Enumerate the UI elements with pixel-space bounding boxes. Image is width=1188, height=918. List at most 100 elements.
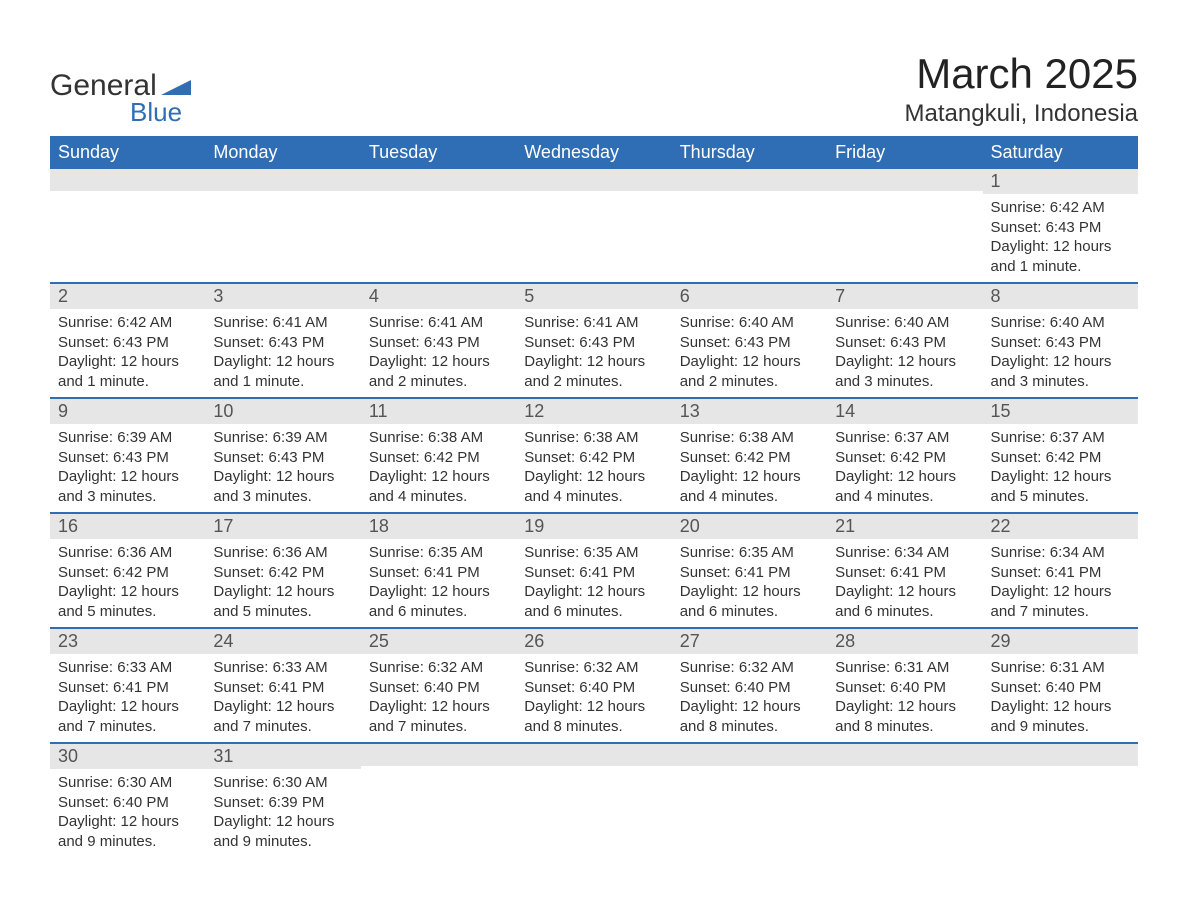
day-header: Wednesday — [516, 136, 671, 169]
sunset: Sunset: 6:40 PM — [835, 678, 974, 698]
daylight: Daylight: 12 hours and 2 minutes. — [680, 352, 819, 391]
calendar-cell: 5Sunrise: 6:41 AMSunset: 6:43 PMDaylight… — [516, 283, 671, 398]
calendar-row: 1Sunrise: 6:42 AMSunset: 6:43 PMDaylight… — [50, 169, 1138, 283]
calendar-cell: 13Sunrise: 6:38 AMSunset: 6:42 PMDayligh… — [672, 398, 827, 513]
calendar-cell: 2Sunrise: 6:42 AMSunset: 6:43 PMDaylight… — [50, 283, 205, 398]
cell-body — [827, 766, 982, 776]
sunset: Sunset: 6:43 PM — [991, 218, 1130, 238]
cell-body: Sunrise: 6:33 AMSunset: 6:41 PMDaylight:… — [205, 654, 360, 742]
day-header: Friday — [827, 136, 982, 169]
sunrise: Sunrise: 6:32 AM — [524, 658, 663, 678]
sunrise: Sunrise: 6:38 AM — [680, 428, 819, 448]
daylight: Daylight: 12 hours and 8 minutes. — [680, 697, 819, 736]
sunset: Sunset: 6:43 PM — [213, 333, 352, 353]
cell-body: Sunrise: 6:32 AMSunset: 6:40 PMDaylight:… — [516, 654, 671, 742]
daylight: Daylight: 12 hours and 8 minutes. — [835, 697, 974, 736]
daylight: Daylight: 12 hours and 7 minutes. — [369, 697, 508, 736]
daylight: Daylight: 12 hours and 3 minutes. — [58, 467, 197, 506]
calendar-row: 30 Sunrise: 6:30 AM Sunset: 6:40 PM Dayligh… — [50, 743, 1138, 857]
day-number — [50, 169, 205, 191]
sunset: Sunset: 6:41 PM — [991, 563, 1130, 583]
sunrise: Sunrise: 6:40 AM — [835, 313, 974, 333]
sunset: Sunset: 6:42 PM — [213, 563, 352, 583]
calendar-cell: 31Sunrise: 6:30 AMSunset: 6:39 PMDayligh… — [205, 743, 360, 857]
day-number: 29 — [983, 629, 1138, 654]
month-title: March 2025 — [905, 50, 1138, 98]
location: Matangkuli, Indonesia — [905, 100, 1138, 128]
day-number: 21 — [827, 514, 982, 539]
sunset: Sunset: 6:42 PM — [524, 448, 663, 468]
calendar-cell: 19Sunrise: 6:35 AMSunset: 6:41 PMDayligh… — [516, 513, 671, 628]
cell-body: Sunrise: 6:40 AMSunset: 6:43 PMDaylight:… — [672, 309, 827, 397]
calendar-cell: 9Sunrise: 6:39 AMSunset: 6:43 PMDaylight… — [50, 398, 205, 513]
sunrise: Sunrise: 6:41 AM — [213, 313, 352, 333]
sunset: Sunset: 6:43 PM — [524, 333, 663, 353]
calendar-cell — [516, 743, 671, 857]
sunset: Sunset: 6:41 PM — [213, 678, 352, 698]
sunset: Sunset: 6:43 PM — [58, 333, 197, 353]
sunrise: Sunrise: 6:42 AM — [58, 313, 197, 333]
cell-body: Sunrise: 6:37 AMSunset: 6:42 PMDaylight:… — [827, 424, 982, 512]
calendar-row: 16Sunrise: 6:36 AMSunset: 6:42 PMDayligh… — [50, 513, 1138, 628]
day-number — [361, 169, 516, 191]
calendar-cell: 1Sunrise: 6:42 AMSunset: 6:43 PMDaylight… — [983, 169, 1138, 283]
daylight: Daylight: 12 hours and 6 minutes. — [835, 582, 974, 621]
cell-body: Sunrise: 6:31 AMSunset: 6:40 PMDaylight:… — [983, 654, 1138, 742]
daylight: Daylight: 12 hours and 9 minutes. — [213, 812, 352, 851]
sunrise: Sunrise: 6:39 AM — [213, 428, 352, 448]
daylight: Daylight: 12 hours and 6 minutes. — [369, 582, 508, 621]
calendar-cell: 24Sunrise: 6:33 AMSunset: 6:41 PMDayligh… — [205, 628, 360, 743]
sunset: Sunset: 6:41 PM — [524, 563, 663, 583]
day-number: 9 — [50, 399, 205, 424]
cell-body: Sunrise: 6:34 AMSunset: 6:41 PMDaylight:… — [983, 539, 1138, 627]
header: General Blue March 2025 Matangkuli, Indo… — [50, 50, 1138, 128]
sunrise: Sunrise: 6:30 AM — [213, 773, 352, 793]
cell-body: Sunrise: 6:36 AMSunset: 6:42 PMDaylight:… — [205, 539, 360, 627]
sunset: Sunset: 6:41 PM — [680, 563, 819, 583]
cell-body — [361, 191, 516, 201]
cell-body: Sunrise: 6:35 AMSunset: 6:41 PMDaylight:… — [516, 539, 671, 627]
day-number — [672, 744, 827, 766]
day-number: 6 — [672, 284, 827, 309]
cell-body — [516, 766, 671, 776]
sunset: Sunset: 6:40 PM — [680, 678, 819, 698]
sunrise: Sunrise: 6:37 AM — [991, 428, 1130, 448]
day-number: 28 — [827, 629, 982, 654]
calendar-cell: 18Sunrise: 6:35 AMSunset: 6:41 PMDayligh… — [361, 513, 516, 628]
sunrise: Sunrise: 6:32 AM — [369, 658, 508, 678]
cell-body: Sunrise: 6:39 AMSunset: 6:43 PMDaylight:… — [50, 424, 205, 512]
cell-body: Sunrise: 6:32 AMSunset: 6:40 PMDaylight:… — [672, 654, 827, 742]
sunrise: Sunrise: 6:40 AM — [991, 313, 1130, 333]
calendar-cell: 29Sunrise: 6:31 AMSunset: 6:40 PMDayligh… — [983, 628, 1138, 743]
daylight: Daylight: 12 hours and 3 minutes. — [835, 352, 974, 391]
sunset: Sunset: 6:43 PM — [213, 448, 352, 468]
sunset: Sunset: 6:41 PM — [369, 563, 508, 583]
sunrise: Sunrise: 6:31 AM — [835, 658, 974, 678]
sunrise: Sunrise: 6:37 AM — [835, 428, 974, 448]
cell-body — [361, 766, 516, 776]
daylight: Daylight: 12 hours and 5 minutes. — [991, 467, 1130, 506]
cell-body — [672, 766, 827, 776]
calendar-cell — [827, 743, 982, 857]
calendar-cell: 27Sunrise: 6:32 AMSunset: 6:40 PMDayligh… — [672, 628, 827, 743]
cell-body: Sunrise: 6:40 AMSunset: 6:43 PMDaylight:… — [827, 309, 982, 397]
sunrise: Sunrise: 6:35 AM — [680, 543, 819, 563]
daylight: Daylight: 12 hours and 2 minutes. — [369, 352, 508, 391]
cell-body: Sunrise: 6:37 AMSunset: 6:42 PMDaylight:… — [983, 424, 1138, 512]
sunrise: Sunrise: 6:35 AM — [369, 543, 508, 563]
day-number: 30 — [50, 744, 205, 769]
sunset: Sunset: 6:40 PM — [991, 678, 1130, 698]
day-number: 27 — [672, 629, 827, 654]
sunset: Sunset: 6:40 PM — [58, 793, 197, 813]
sunrise: Sunrise: 6:34 AM — [991, 543, 1130, 563]
sunset: Sunset: 6:42 PM — [369, 448, 508, 468]
cell-body: Sunrise: 6:42 AMSunset: 6:43 PMDaylight:… — [50, 309, 205, 397]
sunrise: Sunrise: 6:32 AM — [680, 658, 819, 678]
calendar-cell — [516, 169, 671, 283]
daylight: Daylight: 12 hours and 7 minutes. — [213, 697, 352, 736]
calendar-body: 1Sunrise: 6:42 AMSunset: 6:43 PMDaylight… — [50, 169, 1138, 857]
cell-body: Sunrise: 6:39 AMSunset: 6:43 PMDaylight:… — [205, 424, 360, 512]
sunset: Sunset: 6:43 PM — [835, 333, 974, 353]
day-number: 3 — [205, 284, 360, 309]
calendar-cell — [205, 169, 360, 283]
